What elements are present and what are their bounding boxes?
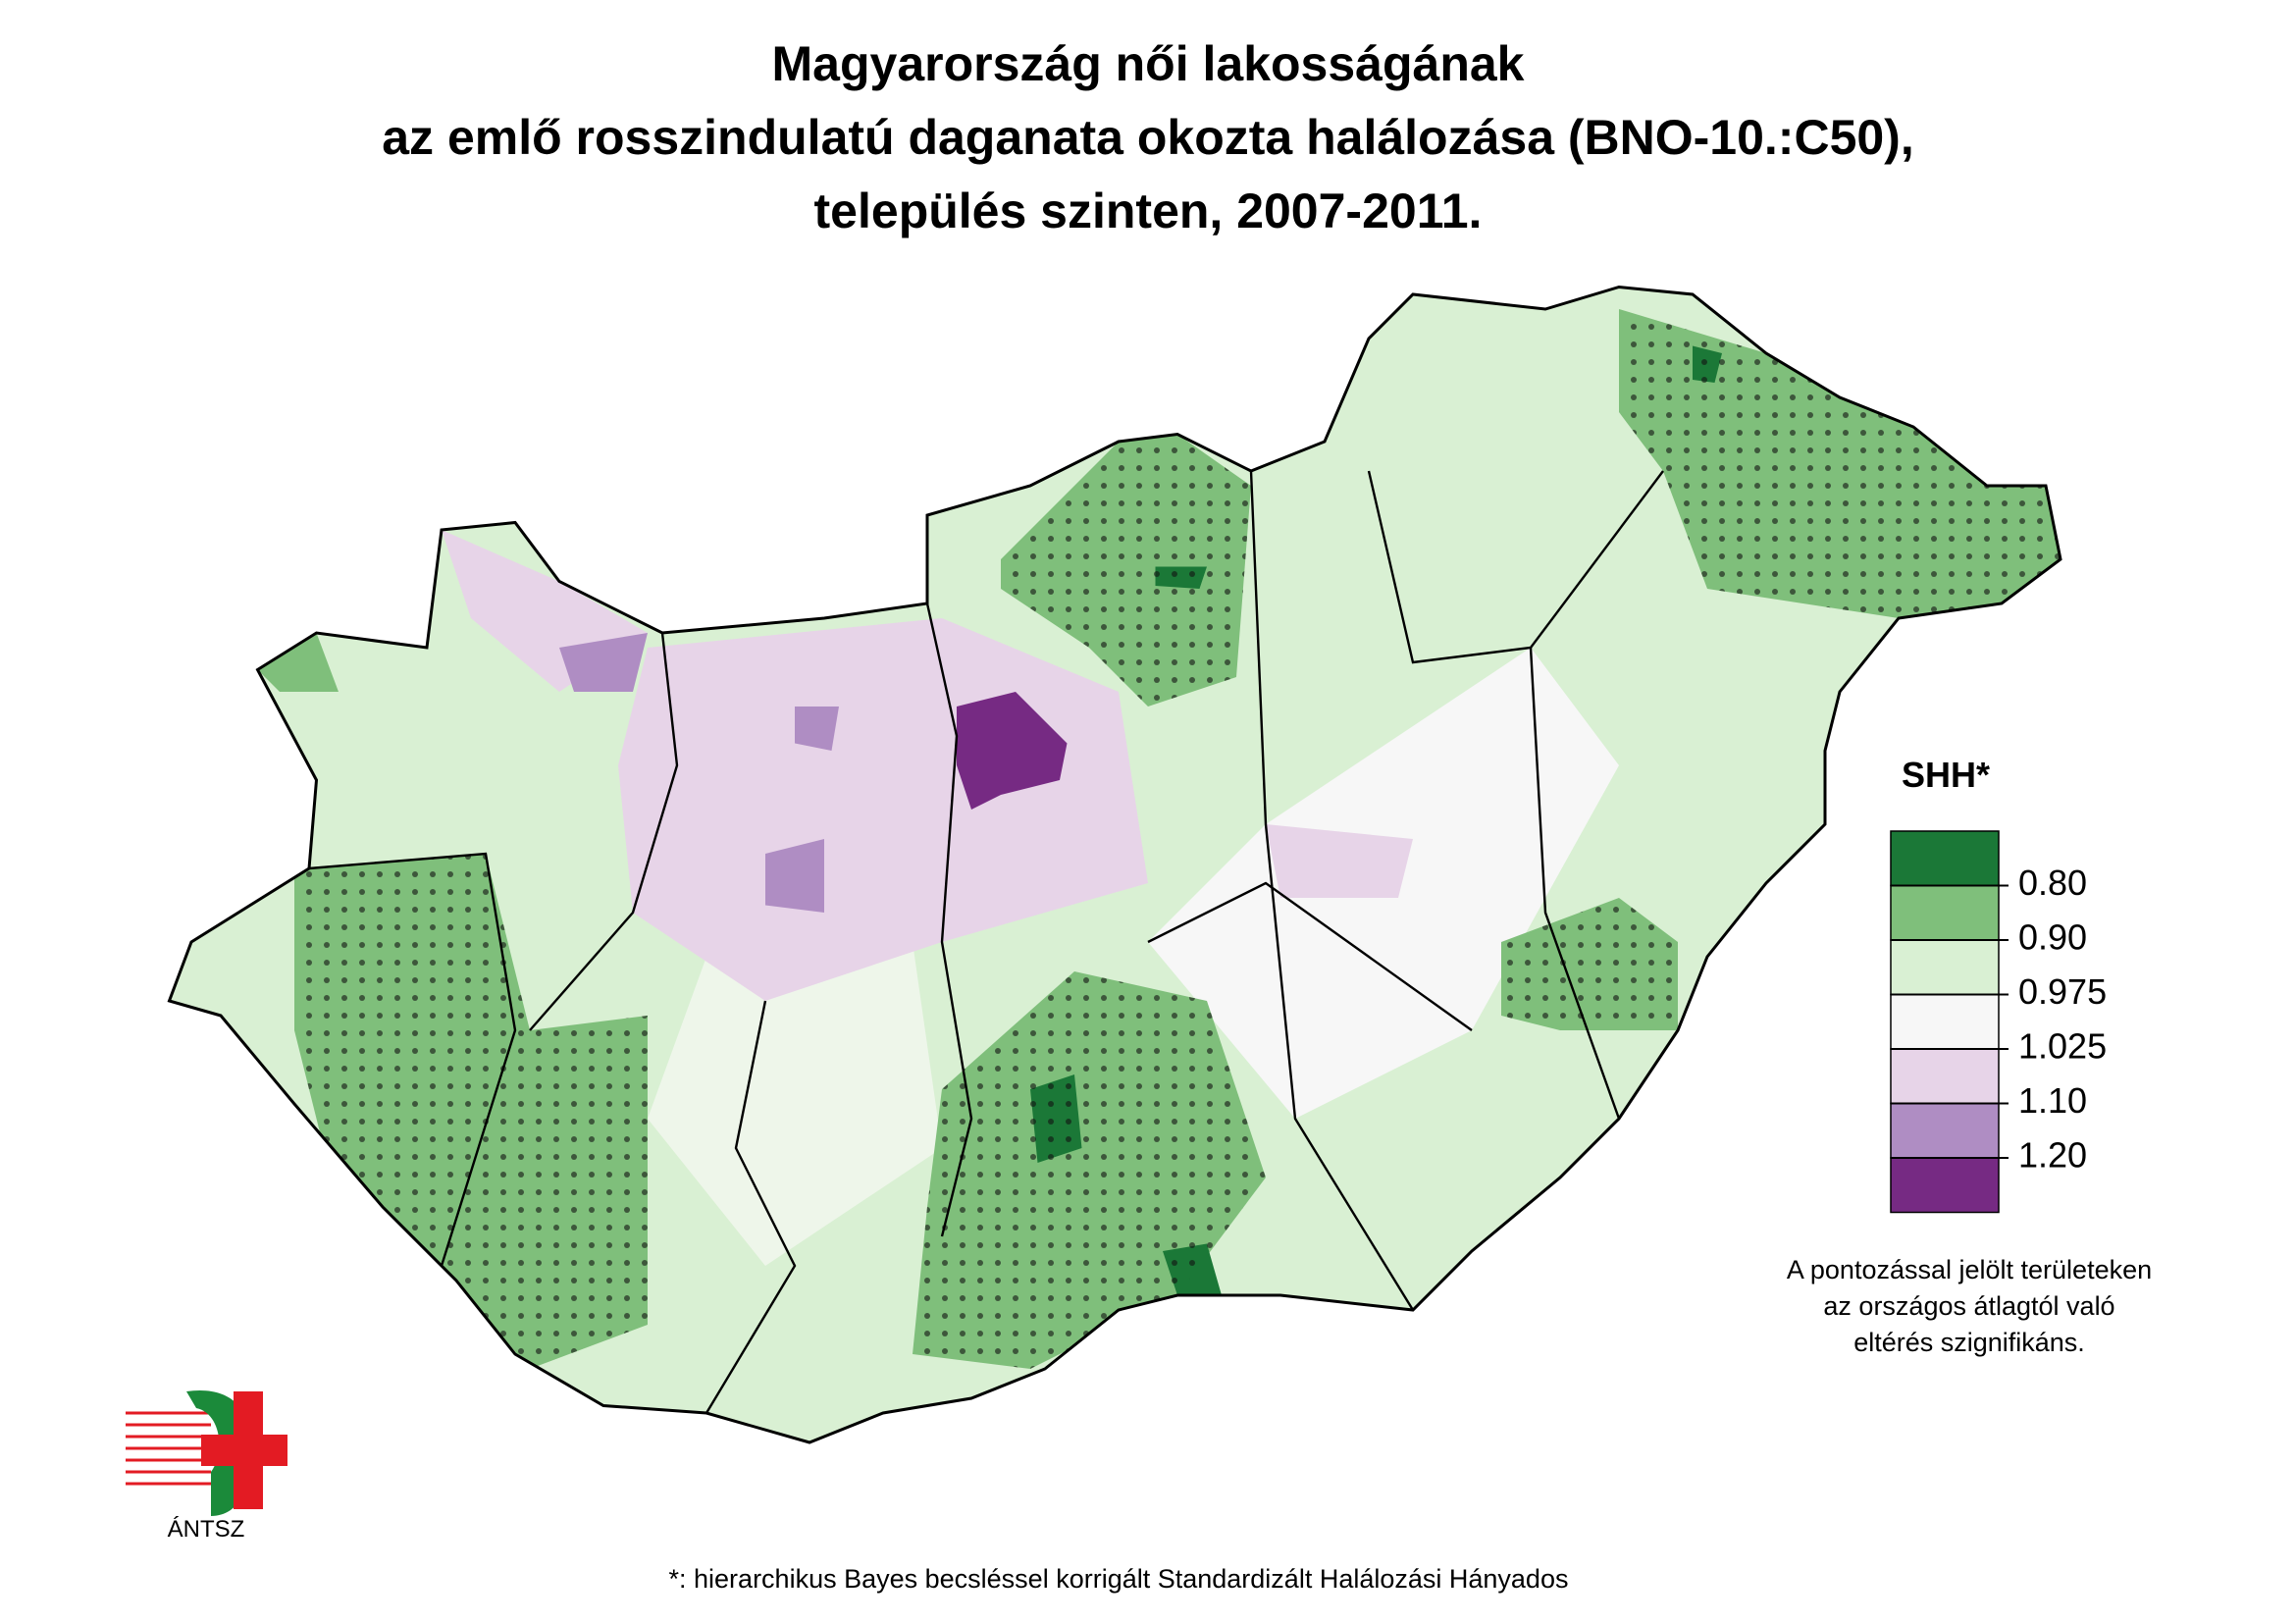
hungary-map (167, 285, 2062, 1444)
note-line: az országos átlagtól való (1823, 1291, 2114, 1321)
legend-label: 1.20 (2018, 1135, 2087, 1176)
note-line: A pontozással jelölt területeken (1787, 1255, 2152, 1284)
title-line: település szinten, 2007-2011. (814, 183, 1483, 238)
legend-swatch (1890, 884, 2000, 941)
legend-title: SHH* (1902, 755, 1990, 795)
logo: ÁNTSZ (126, 1389, 287, 1543)
legend-swatch (1890, 939, 2000, 996)
legend-swatch (1890, 993, 2000, 1050)
title-line: Magyarország női lakosságának (772, 36, 1525, 91)
legend-label: 0.975 (2018, 971, 2107, 1012)
logo-text: ÁNTSZ (168, 1516, 245, 1543)
legend-swatch (1890, 1048, 2000, 1105)
title-line: az emlő rosszindulatú daganata okozta ha… (382, 110, 1913, 165)
legend-label: 0.90 (2018, 917, 2087, 958)
footnote: *: hierarchikus Bayes becsléssel korrigá… (669, 1564, 1569, 1594)
legend-label: 1.025 (2018, 1026, 2107, 1067)
legend-label: 0.80 (2018, 863, 2087, 903)
legend-swatch (1890, 1102, 2000, 1159)
legend: SHH* 0.80 0.90 0.975 1.025 1.10 1.20 (1890, 755, 2107, 1214)
note-line: eltérés szignifikáns. (1853, 1328, 2085, 1357)
legend-swatch (1890, 830, 2000, 887)
legend-label: 1.10 (2018, 1080, 2087, 1121)
legend-swatch (1890, 1157, 2000, 1214)
